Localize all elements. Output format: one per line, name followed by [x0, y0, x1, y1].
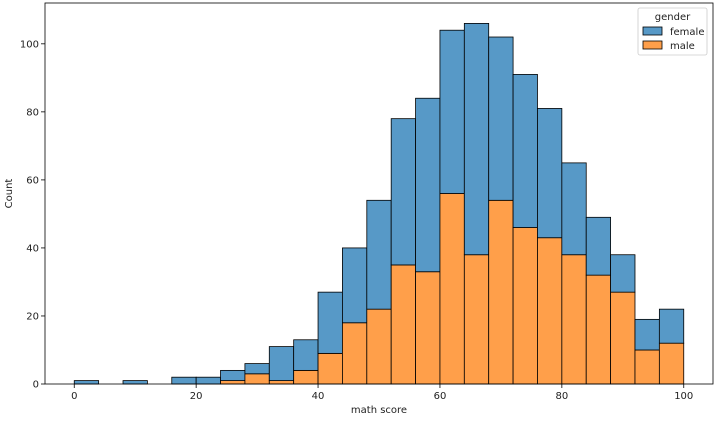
bar-male — [634, 349, 660, 385]
bar-female — [512, 74, 538, 228]
bar-female — [195, 376, 221, 385]
bar-female — [415, 97, 441, 273]
bar-female — [293, 339, 319, 371]
bar-male — [366, 308, 392, 385]
bar-male — [512, 227, 538, 385]
bar-female — [634, 318, 660, 351]
bar-male — [561, 254, 587, 385]
bar-female — [220, 369, 246, 381]
x-tick-label: 100 — [674, 391, 693, 402]
x-tick-label: 40 — [312, 391, 325, 402]
bar-female — [171, 376, 197, 385]
legend-title: gender — [655, 12, 691, 23]
x-axis-label: math score — [351, 405, 407, 416]
y-axis-label: Count — [4, 179, 15, 209]
bar-male — [317, 352, 343, 385]
bar-male — [390, 264, 416, 385]
bar-male — [658, 342, 685, 385]
legend-swatch-male — [642, 40, 663, 50]
bar-female — [122, 380, 148, 385]
bar-female — [342, 247, 368, 324]
bar-female — [561, 162, 587, 256]
bar-male — [585, 274, 612, 385]
bar-female — [268, 346, 295, 381]
bar-female — [463, 23, 490, 256]
bar-male — [463, 254, 490, 385]
x-tick-label: 0 — [71, 391, 77, 402]
bar-male — [488, 199, 514, 385]
bar-male — [342, 322, 368, 385]
x-tick-label: 80 — [555, 391, 568, 402]
bar-female — [658, 308, 685, 344]
bar-female — [439, 29, 465, 194]
bar-female — [73, 380, 100, 385]
x-tick-label: 20 — [190, 391, 203, 402]
bar-female — [537, 108, 563, 239]
bar-male — [439, 193, 465, 385]
bar-male — [610, 291, 636, 385]
bar-female — [390, 118, 416, 266]
bar-male — [537, 237, 563, 385]
bar-female — [317, 291, 343, 354]
plot-frame — [44, 2, 714, 385]
legend-label-male: male — [670, 41, 695, 52]
bar-female — [244, 363, 270, 375]
bar-male — [220, 380, 246, 385]
bar-male — [293, 369, 319, 385]
y-axis: 0 20 40 60 80 100 — [20, 39, 45, 391]
legend-label-female: female — [670, 27, 704, 38]
y-tick-label: 0 — [33, 380, 39, 391]
bar-male — [415, 271, 441, 385]
x-tick-label: 60 — [434, 391, 447, 402]
bar-female — [366, 199, 392, 310]
y-tick-label: 40 — [26, 243, 39, 254]
legend: gender female male — [637, 7, 708, 56]
y-tick-label: 20 — [26, 311, 39, 322]
bar-male — [244, 373, 270, 385]
x-axis: 0 20 40 60 80 100 — [71, 384, 693, 402]
bars-layer — [73, 23, 685, 385]
y-tick-label: 80 — [26, 107, 39, 118]
legend-entries: female male — [642, 26, 704, 52]
bar-female — [610, 254, 636, 293]
bar-female — [585, 216, 612, 276]
bar-female — [488, 36, 514, 201]
bar-male — [268, 380, 295, 385]
y-tick-label: 100 — [20, 39, 39, 50]
legend-swatch-female — [642, 26, 663, 36]
y-tick-label: 60 — [26, 175, 39, 186]
